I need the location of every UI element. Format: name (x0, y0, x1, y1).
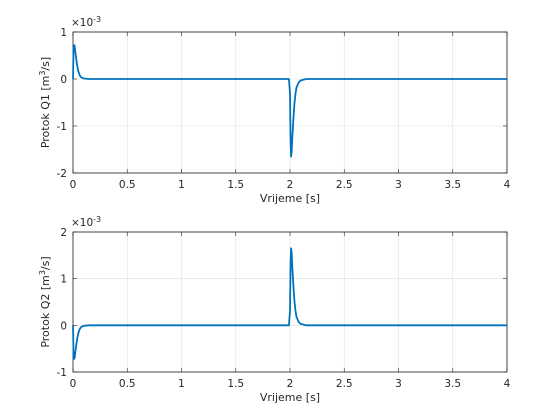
x-tick-label: 1 (178, 378, 185, 390)
y-tick-label: -2 (57, 168, 67, 180)
y-tick-label: 0 (60, 74, 67, 86)
y-axis-label: Protok Q2 [m3/s] (38, 256, 52, 347)
x-tick-label: 0.5 (119, 179, 136, 191)
y-axis-multiplier: ×10-3 (71, 15, 101, 29)
x-axis-label: Vrijeme [s] (260, 192, 320, 205)
x-tick-label: 1.5 (227, 378, 244, 390)
x-tick-label: 0.5 (119, 378, 136, 390)
x-axis-label: Vrijeme [s] (260, 391, 320, 404)
x-tick-label: 4 (504, 378, 511, 390)
x-tick-label: 2.5 (336, 378, 353, 390)
x-tick-label: 3 (395, 179, 402, 191)
x-tick-label: 2 (287, 179, 294, 191)
y-tick-label: -1 (57, 121, 67, 133)
y-axis-label: Protok Q1 [m3/s] (38, 57, 52, 148)
y-tick-label: 0 (60, 320, 67, 332)
x-tick-label: 3.5 (444, 179, 461, 191)
x-tick-label: 2.5 (336, 179, 353, 191)
y-tick-label: -1 (57, 367, 67, 379)
y-tick-label: 1 (60, 27, 67, 39)
x-tick-label: 2 (287, 378, 294, 390)
x-tick-label: 0 (70, 179, 77, 191)
x-tick-label: 3 (395, 378, 402, 390)
y-axis-multiplier: ×10-3 (71, 215, 101, 229)
y-tick-label: 1 (60, 274, 67, 286)
plot-q1: 0 0.5 1 1.5 2 2.5 3 3.5 4 -2 -1 0 1 ×10-3 Vrijeme [s] P… (38, 15, 511, 205)
x-tick-label: 1 (178, 179, 185, 191)
y-tick-label: 2 (60, 227, 67, 239)
series-line (72, 247, 507, 360)
x-tick-label: 3.5 (444, 378, 461, 390)
series-line (72, 44, 507, 158)
x-tick-label: 4 (504, 179, 511, 191)
x-tick-label: 1.5 (227, 179, 244, 191)
x-tick-label: 0 (70, 378, 77, 390)
